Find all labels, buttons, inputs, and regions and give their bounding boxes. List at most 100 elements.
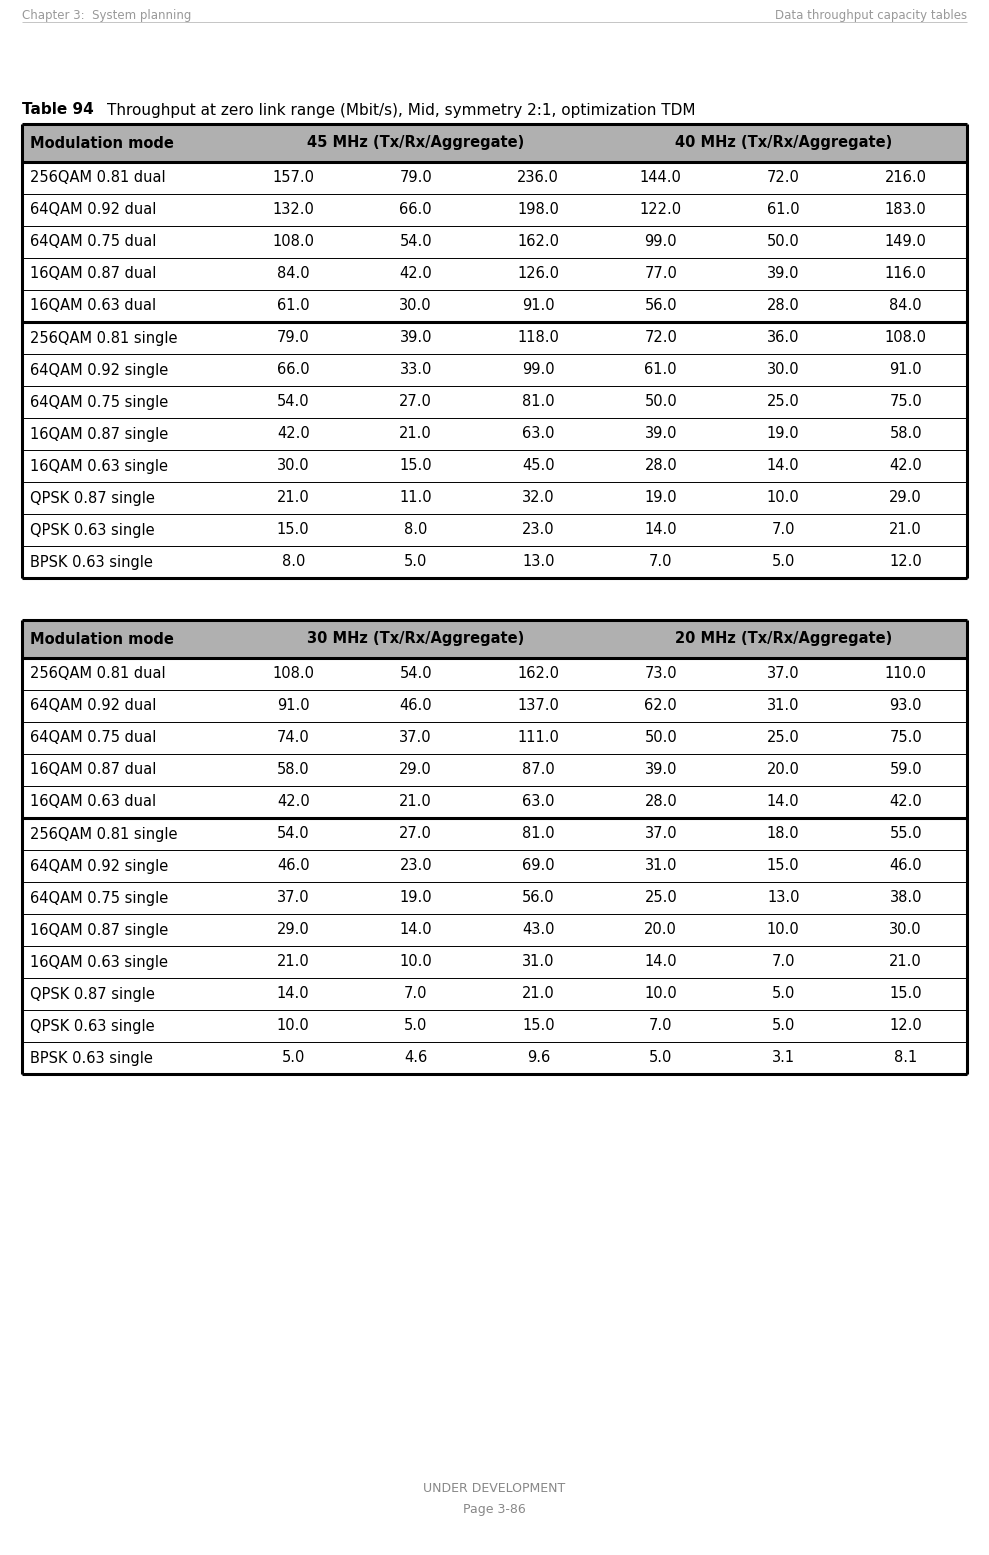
Text: 126.0: 126.0 [517,266,559,281]
Text: 64QAM 0.92 dual: 64QAM 0.92 dual [30,202,156,218]
Text: 13.0: 13.0 [522,555,555,569]
Text: 99.0: 99.0 [645,235,677,249]
Text: 111.0: 111.0 [517,731,559,745]
Text: BPSK 0.63 single: BPSK 0.63 single [30,555,153,569]
Text: 54.0: 54.0 [400,667,432,681]
Text: 5.0: 5.0 [405,1019,427,1034]
Text: 108.0: 108.0 [272,235,315,249]
Text: 36.0: 36.0 [767,331,799,345]
Text: 23.0: 23.0 [400,858,432,874]
Text: 10.0: 10.0 [645,986,677,1001]
Text: Modulation mode: Modulation mode [30,631,174,647]
Text: 50.0: 50.0 [645,395,677,409]
Text: 14.0: 14.0 [277,986,310,1001]
Text: 42.0: 42.0 [889,795,922,810]
Text: 56.0: 56.0 [522,891,555,905]
Text: 19.0: 19.0 [766,426,799,442]
Text: 81.0: 81.0 [522,395,555,409]
Text: 30.0: 30.0 [766,362,799,378]
Text: 256QAM 0.81 single: 256QAM 0.81 single [30,331,177,345]
Text: 32.0: 32.0 [522,490,555,505]
Text: 157.0: 157.0 [272,171,315,185]
Text: 79.0: 79.0 [400,171,432,185]
Text: 10.0: 10.0 [400,955,432,969]
Text: 21.0: 21.0 [400,795,432,810]
Text: 87.0: 87.0 [522,762,555,778]
Text: 81.0: 81.0 [522,827,555,841]
Text: 16QAM 0.87 single: 16QAM 0.87 single [30,922,168,938]
Text: 21.0: 21.0 [522,986,555,1001]
Text: 27.0: 27.0 [400,827,432,841]
Text: 144.0: 144.0 [640,171,681,185]
Text: 91.0: 91.0 [522,299,555,314]
Text: 27.0: 27.0 [400,395,432,409]
Text: 7.0: 7.0 [404,986,427,1001]
Text: 39.0: 39.0 [645,762,677,778]
Text: 5.0: 5.0 [649,1051,673,1065]
Text: 28.0: 28.0 [645,795,677,810]
Text: BPSK 0.63 single: BPSK 0.63 single [30,1051,153,1065]
Text: 64QAM 0.92 dual: 64QAM 0.92 dual [30,698,156,714]
Text: 30.0: 30.0 [400,299,432,314]
Text: 4.6: 4.6 [405,1051,427,1065]
Text: 29.0: 29.0 [277,922,310,938]
Text: 46.0: 46.0 [277,858,310,874]
Text: 75.0: 75.0 [889,395,922,409]
Text: 66.0: 66.0 [277,362,310,378]
Text: 84.0: 84.0 [277,266,310,281]
Text: 64QAM 0.75 dual: 64QAM 0.75 dual [30,731,156,745]
Text: 31.0: 31.0 [767,698,799,714]
Text: 56.0: 56.0 [645,299,677,314]
Text: 42.0: 42.0 [277,795,310,810]
Text: 39.0: 39.0 [400,331,432,345]
Text: 5.0: 5.0 [771,555,795,569]
Text: 58.0: 58.0 [277,762,310,778]
Text: 8.0: 8.0 [282,555,305,569]
Text: 84.0: 84.0 [889,299,922,314]
Text: 21.0: 21.0 [889,522,922,538]
Text: 46.0: 46.0 [400,698,432,714]
Text: 45.0: 45.0 [522,459,555,474]
Text: UNDER DEVELOPMENT: UNDER DEVELOPMENT [423,1482,565,1494]
Text: QPSK 0.63 single: QPSK 0.63 single [30,1019,154,1034]
Text: 42.0: 42.0 [277,426,310,442]
Text: 73.0: 73.0 [645,667,677,681]
Text: 64QAM 0.92 single: 64QAM 0.92 single [30,858,168,874]
Text: Throughput at zero link range (Mbit/s), Mid, symmetry 2:1, optimization TDM: Throughput at zero link range (Mbit/s), … [107,103,695,118]
Text: 38.0: 38.0 [889,891,922,905]
Text: 21.0: 21.0 [400,426,432,442]
Text: 16QAM 0.87 dual: 16QAM 0.87 dual [30,266,156,281]
Text: Modulation mode: Modulation mode [30,135,174,151]
Text: 3.1: 3.1 [771,1051,795,1065]
Text: 72.0: 72.0 [766,171,800,185]
Text: 54.0: 54.0 [400,235,432,249]
Text: 30.0: 30.0 [889,922,922,938]
Text: 9.6: 9.6 [526,1051,550,1065]
Text: 18.0: 18.0 [766,827,799,841]
Text: 183.0: 183.0 [885,202,927,218]
Text: 7.0: 7.0 [649,555,673,569]
Text: 31.0: 31.0 [645,858,677,874]
Text: 61.0: 61.0 [277,299,310,314]
Text: 37.0: 37.0 [277,891,310,905]
Text: 5.0: 5.0 [771,1019,795,1034]
Text: 16QAM 0.63 single: 16QAM 0.63 single [30,955,168,969]
Text: 149.0: 149.0 [885,235,927,249]
Text: 110.0: 110.0 [885,667,927,681]
Text: 54.0: 54.0 [277,395,310,409]
Text: Page 3-86: Page 3-86 [463,1504,525,1516]
Text: 75.0: 75.0 [889,731,922,745]
Text: 62.0: 62.0 [645,698,677,714]
Text: 54.0: 54.0 [277,827,310,841]
Text: 21.0: 21.0 [889,955,922,969]
Text: Data throughput capacity tables: Data throughput capacity tables [774,8,967,22]
Text: 8.1: 8.1 [894,1051,918,1065]
Text: 198.0: 198.0 [517,202,559,218]
Text: 50.0: 50.0 [645,731,677,745]
Text: 30.0: 30.0 [277,459,310,474]
Text: 16QAM 0.63 dual: 16QAM 0.63 dual [30,795,156,810]
Text: 74.0: 74.0 [277,731,310,745]
Text: 42.0: 42.0 [889,459,922,474]
Text: 19.0: 19.0 [400,891,432,905]
Text: 21.0: 21.0 [277,955,310,969]
